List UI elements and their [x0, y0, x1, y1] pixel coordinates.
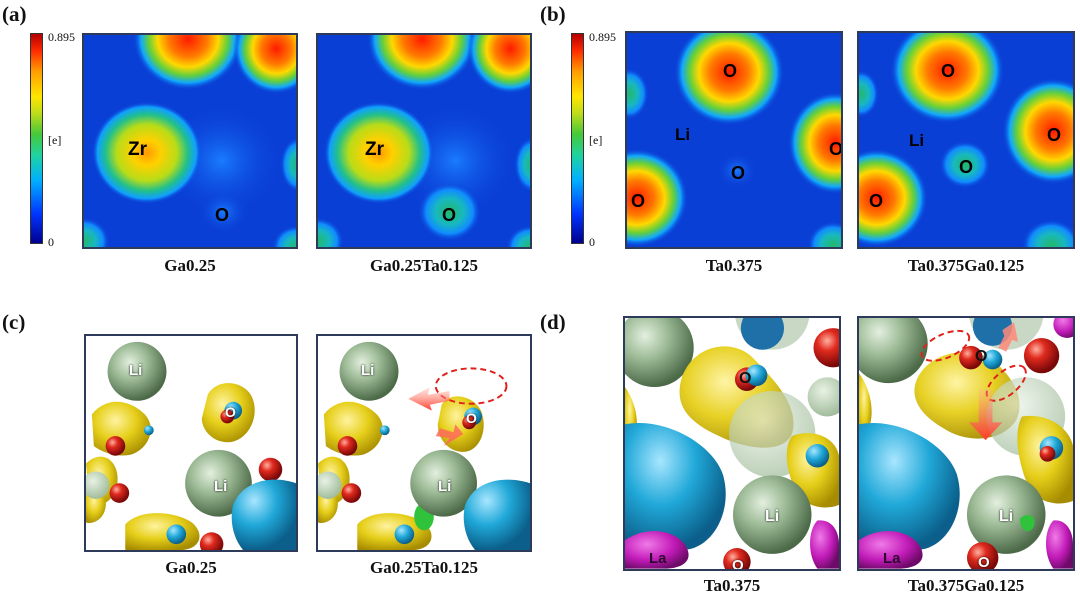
- panel-b-tag: (b): [540, 2, 566, 26]
- charge-density-map-ga025ta0125: Zr O: [316, 33, 532, 249]
- map-caption-ta0375ga0125: Ta0.375Ga0.125: [907, 256, 1025, 275]
- panel-b-colorbar-unit: [e]: [589, 133, 603, 147]
- o-label: O: [442, 205, 457, 225]
- panel-b-colorbar-max: 0.895: [589, 30, 616, 44]
- li-label: Li: [999, 508, 1014, 525]
- o-label-top: O: [941, 61, 956, 81]
- charge-density-map-ta0375ga0125: O Li O O O: [857, 31, 1075, 249]
- o-label-top: O: [723, 61, 738, 81]
- isosurface-view-ta0375ga0125: O Li La O: [857, 316, 1075, 571]
- o-label-top: O: [975, 348, 988, 365]
- o-label-left: O: [631, 191, 646, 211]
- isosurface-view-ga025ta0125: Li O Li: [316, 334, 532, 552]
- la-label: La: [883, 550, 901, 567]
- panel-b-colorbar: [571, 33, 584, 244]
- panel-d-tag: (d): [540, 310, 566, 334]
- la-label: La: [649, 550, 667, 567]
- charge-density-map-ga025: Zr O: [82, 33, 298, 249]
- panel-a-colorbar: [30, 33, 43, 244]
- view-caption-ta0375: Ta0.375: [703, 576, 761, 595]
- o-label-right: O: [1047, 125, 1062, 145]
- isosurface-view-ga025: Li O Li: [84, 334, 298, 552]
- view-caption-ta0375ga0125: Ta0.375Ga0.125: [907, 576, 1025, 595]
- li-label-top: Li: [361, 362, 375, 379]
- isosurface-view-ta0375: O Li La O: [623, 316, 841, 571]
- map-caption-ga025: Ga0.25: [164, 256, 216, 275]
- o-label: O: [225, 404, 236, 420]
- o-label-center: O: [731, 163, 746, 183]
- o-label-left: O: [869, 191, 884, 211]
- panel-c-tag: (c): [2, 310, 26, 334]
- panel-b-colorbar-min: 0: [589, 235, 595, 249]
- o-label: O: [466, 410, 477, 426]
- li-label-top: Li: [129, 362, 143, 379]
- charge-density-map-ta0375: O Li O O O: [625, 31, 843, 249]
- panel-a-tag: (a): [2, 2, 27, 26]
- li-label: Li: [675, 125, 691, 144]
- map-caption-ta0375: Ta0.375: [705, 256, 763, 275]
- view-caption-ga025ta0125: Ga0.25Ta0.125: [369, 558, 478, 577]
- zr-label: Zr: [128, 139, 147, 160]
- li-label: Li: [765, 508, 780, 525]
- li-label: Li: [909, 131, 925, 150]
- o-label-top: O: [739, 370, 752, 387]
- o-label-center: O: [959, 157, 974, 177]
- o-label-bottom: O: [978, 554, 990, 571]
- o-label: O: [215, 205, 230, 225]
- o-label-bottom: O: [732, 557, 744, 571]
- li-label-mid: Li: [214, 478, 228, 495]
- li-label-mid: Li: [438, 478, 452, 495]
- o-label-right: O: [829, 139, 843, 159]
- view-caption-ga025: Ga0.25: [165, 558, 217, 577]
- panel-a-colorbar-unit: [e]: [48, 133, 62, 147]
- zr-label: Zr: [365, 139, 384, 160]
- panel-a-colorbar-min: 0: [48, 235, 54, 249]
- panel-a-colorbar-max: 0.895: [48, 30, 75, 44]
- map-caption-ga025ta0125: Ga0.25Ta0.125: [369, 256, 478, 275]
